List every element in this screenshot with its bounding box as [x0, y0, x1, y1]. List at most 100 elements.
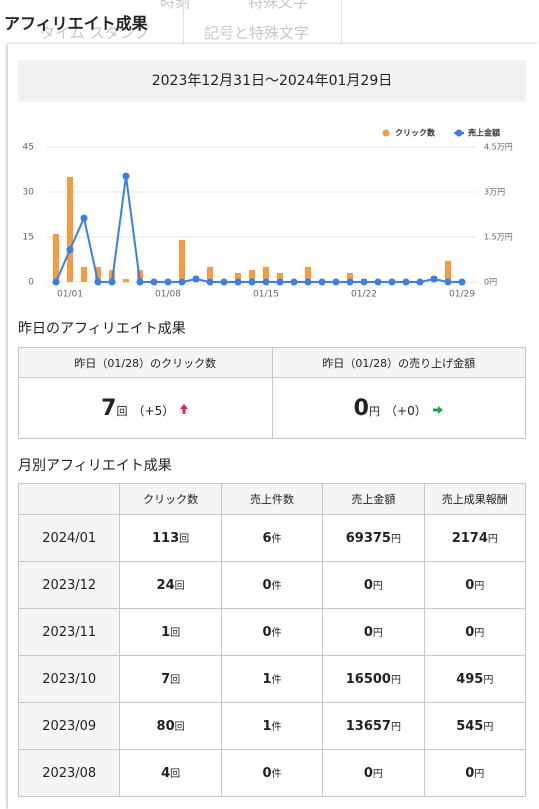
value: 113	[152, 531, 180, 546]
row: 2023/11 1回 0件 0円 0円	[17, 608, 527, 656]
y2-tick-label: 3万円	[484, 188, 505, 197]
value: 7	[161, 672, 171, 687]
value: 1	[262, 719, 272, 734]
unit: 円	[474, 769, 485, 780]
point	[332, 278, 340, 286]
value: 1	[262, 672, 272, 687]
value-cell: 7回	[119, 655, 222, 703]
bar	[347, 273, 353, 282]
unit: 円	[390, 722, 401, 733]
section-title: 月別アフィリエイト成果	[18, 458, 172, 474]
unit: 回	[170, 628, 181, 639]
value: 0	[465, 625, 475, 640]
value: 0	[363, 578, 373, 593]
value-cell: 1件	[220, 702, 324, 750]
ghost-menu: 時刻	[160, 0, 191, 11]
row: 2023/08 4回 0件 0円 0円	[17, 749, 527, 797]
value-cell: 6件	[220, 514, 324, 562]
value-cell: 0件	[220, 561, 324, 609]
value: 0	[363, 766, 373, 781]
y-tick-label: 0	[28, 278, 34, 288]
value-cell: 1回	[119, 608, 222, 656]
section-title: 昨日のアフィリエイト成果	[18, 321, 186, 337]
header: 売上件数	[220, 483, 324, 515]
unit: 円	[372, 581, 383, 592]
value: 0	[353, 395, 369, 421]
value-cell: 0円	[322, 561, 425, 609]
chart: 0 15 30 45 0円 1.5万円 3万円 4.5万円 01/01 01/08 01/15 01/…	[23, 128, 513, 300]
point	[94, 278, 102, 286]
row: 2023/10 7回 1件 16500 円 495円	[17, 655, 527, 703]
legend-label: クリック数	[395, 128, 436, 138]
unit: 件	[271, 769, 282, 780]
point	[234, 278, 242, 286]
point	[416, 278, 424, 286]
point	[178, 278, 186, 286]
point	[346, 278, 354, 286]
header-row: クリック数 売上件数 売上金額 売上成果報酬	[17, 483, 527, 515]
unit: 円	[483, 675, 494, 686]
unit: 回	[116, 404, 128, 418]
row: 2023/09 80回 1件 13657円 545円	[17, 702, 527, 750]
value-cell: 0円	[423, 561, 527, 609]
value: 4	[161, 766, 171, 781]
point	[66, 246, 74, 254]
value-cell: 0円	[423, 749, 527, 797]
ghost-box	[183, 0, 342, 44]
value: 2174	[451, 531, 488, 546]
value: 0	[363, 625, 373, 640]
unit: 円	[390, 534, 401, 545]
point	[430, 275, 438, 283]
value-cell: 80回	[119, 702, 222, 750]
x-tick-label: 01/29	[449, 290, 475, 300]
ghost-menu: 特殊文字	[248, 0, 309, 11]
unit: 回	[174, 722, 185, 733]
header: クリック数	[119, 483, 222, 515]
bar	[95, 267, 101, 282]
y-tick-label: 30	[23, 188, 35, 198]
point	[374, 278, 382, 286]
point	[458, 278, 466, 286]
value: 1	[161, 625, 171, 640]
point	[290, 278, 298, 286]
unit: 円	[487, 534, 498, 545]
point	[318, 278, 326, 286]
bar	[179, 240, 185, 282]
value: 16500	[345, 672, 391, 687]
point	[164, 278, 172, 286]
title: アフィリエイト成果	[4, 14, 148, 33]
header: 昨日（01/28）の売り上げ金額	[271, 347, 526, 378]
unit: 回	[174, 581, 185, 592]
unit: 件	[271, 675, 282, 686]
x-tick-label: 01/15	[253, 290, 279, 300]
point	[80, 214, 88, 222]
diff: （+5）	[132, 403, 175, 418]
bar	[53, 234, 59, 282]
x-tick-label: 01/01	[57, 290, 83, 300]
value-cell: 545円	[423, 702, 527, 750]
unit: 円	[483, 722, 494, 733]
bar	[277, 273, 283, 282]
point	[262, 278, 270, 286]
y2-tick-label: 0円	[484, 278, 497, 287]
value-cell: 0円	[322, 749, 425, 797]
bar	[445, 261, 451, 282]
value-cell: 113回	[119, 514, 222, 562]
value: 0	[262, 578, 272, 593]
month-cell: 2023/11	[17, 608, 121, 656]
unit: 件	[271, 628, 282, 639]
value-cell: 4回	[119, 749, 222, 797]
value: 6	[262, 531, 272, 546]
value-cell: 495円	[423, 655, 527, 703]
value: 13657	[345, 719, 391, 734]
unit: 件	[271, 581, 282, 592]
header: 売上金額	[322, 483, 425, 515]
y2-tick-label: 1.5万円	[484, 233, 513, 242]
month-cell: 2023/10	[17, 655, 121, 703]
value-cell: 0件	[220, 608, 324, 656]
point	[248, 278, 256, 286]
unit: 件	[271, 722, 282, 733]
value-cell: 0円	[423, 608, 527, 656]
point	[122, 172, 130, 180]
